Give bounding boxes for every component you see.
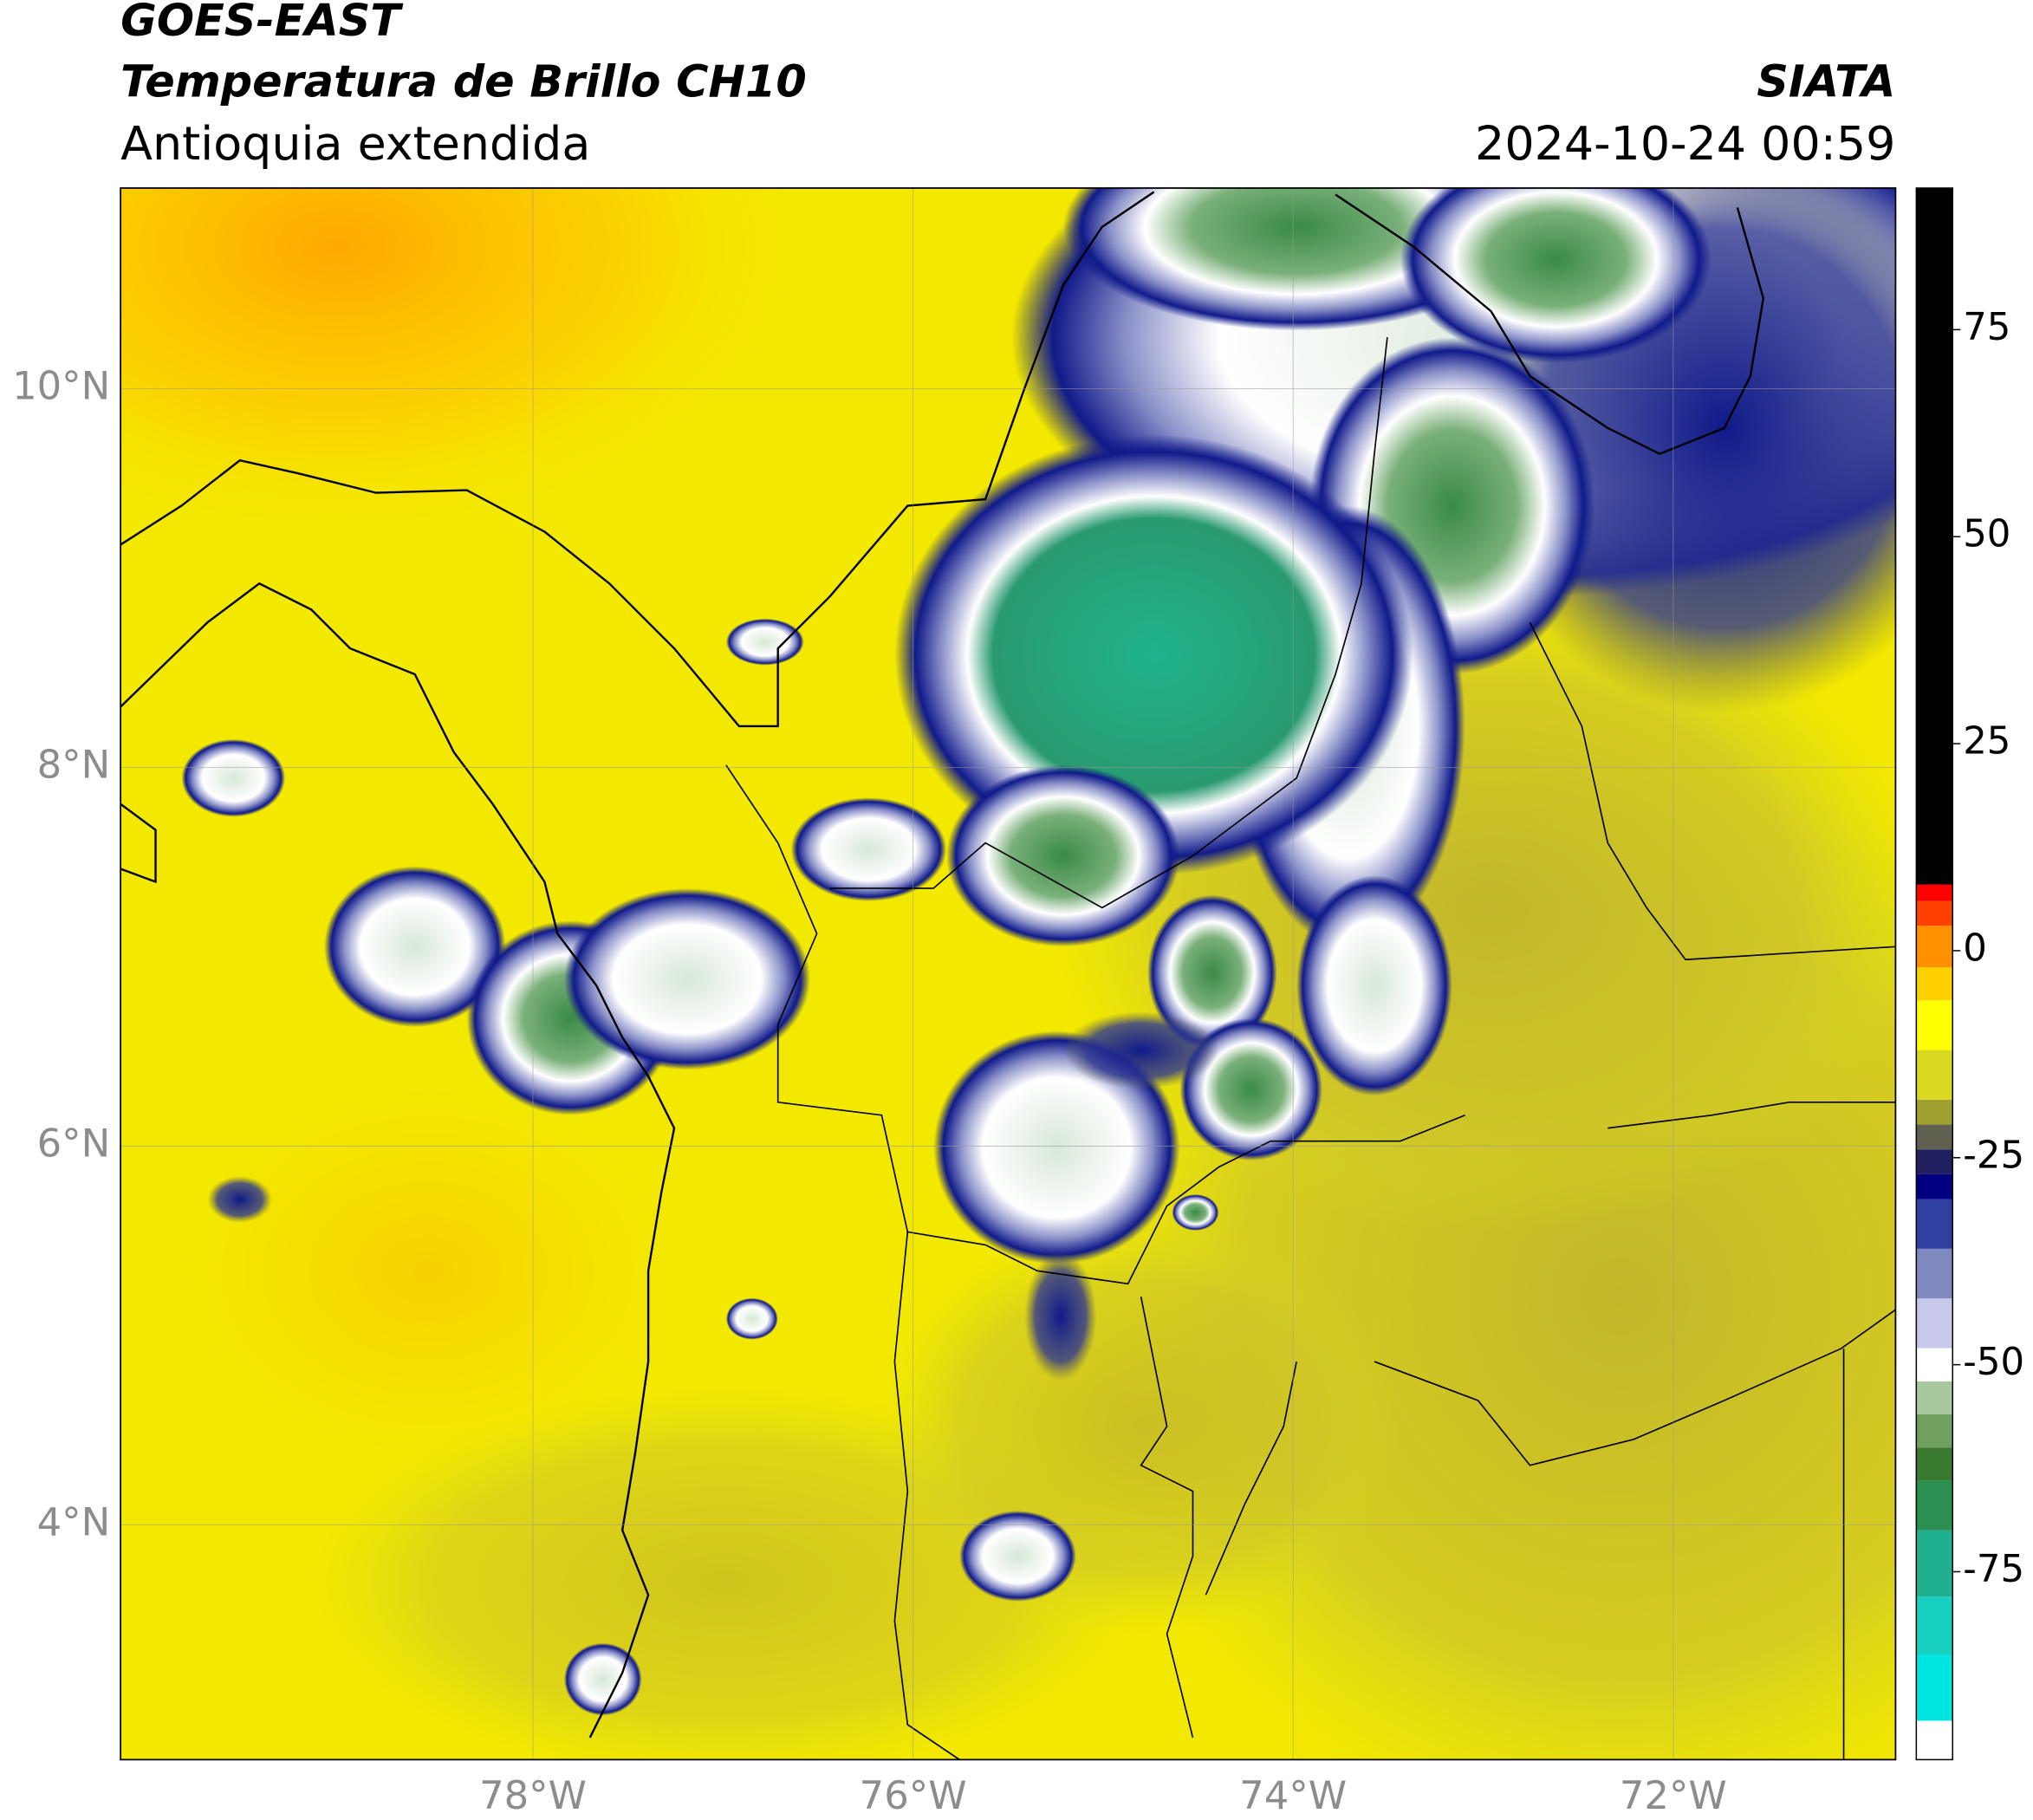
map-frame: [120, 187, 1897, 1761]
border: [1374, 1309, 1896, 1466]
colorbar-band: [1916, 967, 1953, 1001]
lon-tick-label: 76°W: [860, 1772, 967, 1818]
source: SIATA: [1757, 55, 1895, 107]
colorbar: 75 50 25 0 -25 -50 -75: [1915, 187, 2024, 1761]
colorbar-band: [1916, 188, 1953, 885]
colorbar-band: [1916, 1447, 1953, 1481]
coastline: [120, 803, 157, 884]
colorbar-band: [1916, 1530, 1953, 1597]
lat-tick-label: 6°N: [37, 1121, 111, 1167]
border: [829, 336, 1388, 909]
colorbar-band: [1916, 1720, 1953, 1760]
border: [725, 764, 1465, 1285]
colorbar-band: [1916, 1298, 1953, 1349]
colorbar-band: [1916, 926, 1953, 968]
lat-tick-label: 4°N: [37, 1498, 111, 1544]
colorbar-band: [1916, 1199, 1953, 1249]
colorbar-band: [1916, 1248, 1953, 1299]
border: [893, 1232, 960, 1760]
coastline: [1335, 193, 1765, 456]
colorbar-tick-label: -50: [1963, 1341, 2024, 1384]
lon-tick-label: 72°W: [1620, 1772, 1727, 1818]
title: GOES-EAST: [120, 0, 404, 46]
region: Antioquia extendida: [120, 116, 590, 171]
colorbar-band: [1916, 1000, 1953, 1050]
colorbar-tick-label: 50: [1963, 513, 2010, 556]
border: [1608, 1101, 1896, 1129]
colorbar-band: [1916, 1099, 1953, 1125]
lat-tick-label: 10°N: [12, 363, 110, 409]
colorbar-band: [1916, 1381, 1953, 1414]
graticule: [120, 188, 1896, 1760]
colorbar-band: [1916, 1124, 1953, 1150]
colorbar-band: [1916, 1480, 1953, 1531]
colorbar-tick-label: 75: [1963, 306, 2010, 349]
colorbar-tick-label: -75: [1963, 1548, 2024, 1591]
colorbar-band: [1916, 1348, 1953, 1381]
subtitle: Temperatura de Brillo CH10: [120, 55, 807, 107]
colorbar-frame: [1915, 187, 1953, 1761]
border: [1529, 621, 1896, 961]
coastline: [120, 191, 1155, 728]
colorbar-band: [1916, 1173, 1953, 1199]
colorbar-band: [1916, 884, 1953, 901]
border: [1140, 1297, 1194, 1739]
colorbar-band: [1916, 1596, 1953, 1655]
colorbar-band: [1916, 1414, 1953, 1448]
border: [1205, 1361, 1297, 1596]
coastline: [120, 582, 676, 1739]
lat-tick-label: 8°N: [37, 742, 111, 788]
colorbar-band: [1916, 1050, 1953, 1100]
lon-tick-label: 74°W: [1239, 1772, 1347, 1818]
colorbar-tick-label: 25: [1963, 720, 2010, 764]
lon-tick-label: 78°W: [479, 1772, 587, 1818]
datetime: 2024-10-24 00:59: [1475, 116, 1895, 171]
colorbar-band: [1916, 1654, 1953, 1721]
colorbar-band: [1916, 1149, 1953, 1174]
colorbar-band: [1916, 900, 1953, 926]
colorbar-tick-label: -25: [1963, 1134, 2024, 1177]
colorbar-tick-label: 0: [1963, 926, 1987, 970]
